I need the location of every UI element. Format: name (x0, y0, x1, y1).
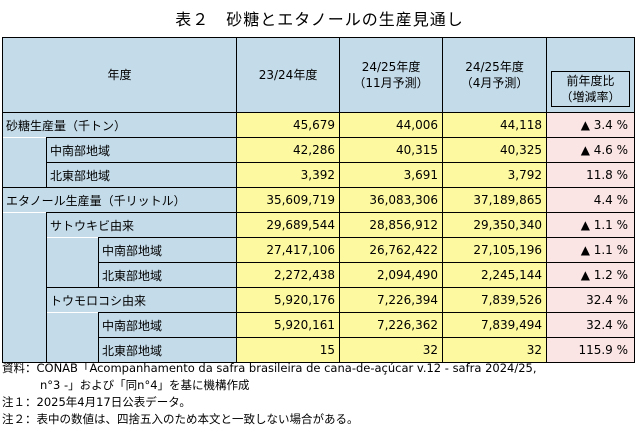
cell-value: 36,083,306 (339, 187, 444, 213)
cell-value: 45,679 (236, 112, 341, 138)
cell-change: ▲ 4.6 % (546, 137, 636, 163)
row-label: サトウキビ由来 (45, 212, 238, 238)
cell-value: 32 (339, 337, 444, 363)
source-note: 資料：CONAB「Acompanhamento da safra brasile… (2, 361, 537, 375)
cell-change: ▲ 1.1 % (546, 212, 636, 238)
table-row: 中南部地域 42,286 40,315 40,325 ▲ 4.6 % (2, 137, 636, 163)
table-row: サトウキビ由来 29,689,544 28,856,912 29,350,340… (2, 212, 636, 238)
row-label: 中南部地域 (97, 312, 238, 338)
cell-value: 5,920,161 (236, 312, 341, 338)
cell-value: 32 (442, 337, 548, 363)
cell-value: 29,689,544 (236, 212, 341, 238)
table-row: 北東部地域 3,392 3,691 3,792 11.8 % (2, 162, 636, 188)
cell-value: 3,392 (236, 162, 341, 188)
cell-value: 5,920,176 (236, 287, 341, 313)
table-row: 中南部地域 27,417,106 26,762,422 27,105,196 ▲… (2, 237, 636, 263)
cell-value: 44,118 (442, 112, 548, 138)
cell-change: 32.4 % (546, 312, 636, 338)
cell-value: 7,839,526 (442, 287, 548, 313)
note-2: 注２：表中の数値は、四捨五入のため本文と一致しない場合がある。 (2, 412, 359, 426)
row-label: トウモロコシ由来 (45, 287, 238, 313)
table-row: エタノール生産量（千リットル） 35,609,719 36,083,306 37… (1, 187, 636, 213)
cell-value: 2,245,144 (442, 262, 548, 288)
cell-value: 27,105,196 (442, 237, 548, 263)
cell-change: 115.9 % (546, 337, 636, 363)
cell-change: 32.4 % (546, 287, 636, 313)
table-row: 北東部地域 15 32 32 115.9 % (2, 337, 636, 363)
note-1: 注１：2025年4月17日公表データ。 (2, 395, 191, 409)
row-label: エタノール生産量（千リットル） (1, 187, 238, 213)
table-row: 中南部地域 5,920,161 7,226,362 7,839,494 32.4… (2, 312, 636, 338)
cell-value: 37,189,865 (442, 187, 548, 213)
cell-value: 3,792 (442, 162, 548, 188)
header-2425-nov-line1: 24/25年度 (361, 60, 421, 74)
cell-change: ▲ 1.1 % (546, 237, 636, 263)
table-row: 北東部地域 2,272,438 2,094,490 2,245,144 ▲ 1.… (2, 262, 636, 288)
cell-change: 4.4 % (546, 187, 636, 213)
cell-value: 3,691 (339, 162, 444, 188)
production-table: 年度 23/24年度 24/25年度 （11月予測） 24/25年度 （4月予測… (1, 37, 636, 363)
cell-value: 15 (236, 337, 341, 363)
cell-value: 35,609,719 (236, 187, 341, 213)
header-change: 前年度比 （増減率） (546, 37, 636, 113)
row-label: 北東部地域 (97, 262, 238, 288)
cell-value: 42,286 (236, 137, 341, 163)
cell-value: 40,325 (442, 137, 548, 163)
cell-change: 11.8 % (546, 162, 636, 188)
header-2425-apr-line2: （4月予測） (460, 76, 529, 90)
header-2425-nov-line2: （11月予測） (353, 76, 429, 90)
header-2425-nov: 24/25年度 （11月予測） (339, 37, 444, 113)
row-label: 中南部地域 (45, 137, 238, 163)
cell-value: 40,315 (339, 137, 444, 163)
cell-value: 26,762,422 (339, 237, 444, 263)
cell-value: 29,350,340 (442, 212, 548, 238)
table-title: 表２ 砂糖とエタノールの生産見通し (175, 10, 464, 29)
cell-value: 27,417,106 (236, 237, 341, 263)
header-change-line1: 前年度比 (566, 74, 615, 88)
header-change-line2: （増減率） (560, 90, 621, 104)
cell-value: 7,226,362 (339, 312, 444, 338)
header-2425-apr: 24/25年度 （4月予測） (442, 37, 548, 113)
row-label: 北東部地域 (45, 162, 238, 188)
cell-value: 7,839,494 (442, 312, 548, 338)
cell-value: 2,272,438 (236, 262, 341, 288)
header-2425-apr-line1: 24/25年度 (465, 60, 524, 74)
row-label: 砂糖生産量（千トン） (1, 112, 238, 138)
table-row: トウモロコシ由来 5,920,176 7,226,394 7,839,526 3… (2, 287, 636, 313)
cell-value: 7,226,394 (339, 287, 444, 313)
row-label: 北東部地域 (97, 337, 238, 363)
header-change-box: 前年度比 （増減率） (551, 71, 631, 107)
cell-value: 44,006 (339, 112, 444, 138)
notes: 資料：CONAB「Acompanhamento da safra brasile… (2, 360, 537, 428)
table-row: 砂糖生産量（千トン） 45,679 44,006 44,118 ▲ 3.4 % (1, 112, 636, 138)
cell-value: 2,094,490 (339, 262, 444, 288)
source-note-cont: n°3 -」および「同n°4」を基に機構作成 (40, 378, 250, 392)
header-2324: 23/24年度 (236, 37, 341, 113)
header-year: 年度 (1, 37, 238, 113)
row-label: 中南部地域 (97, 237, 238, 263)
cell-value: 28,856,912 (339, 212, 444, 238)
cell-change: ▲ 1.2 % (546, 262, 636, 288)
cell-change: ▲ 3.4 % (546, 112, 636, 138)
